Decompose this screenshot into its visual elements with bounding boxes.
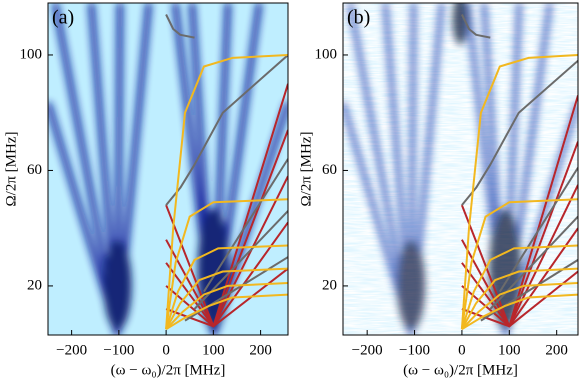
heatmap-blob [397,240,426,331]
x-tick-label: −200 [56,342,87,358]
heatmap-blob [452,3,469,45]
plot-frame [47,2,289,336]
series-line [165,54,288,206]
series-line [461,267,578,330]
series-line [165,267,288,330]
heatmap-stripes [343,3,578,335]
y-tick-label: 20 [27,277,42,293]
series-line [498,167,578,293]
panel-label: (a) [52,7,74,29]
series-line [460,54,578,330]
heatmap-blob [103,240,132,331]
series-line [461,282,578,330]
x-tick-label: 0 [162,342,170,358]
y-tick-label: 60 [322,162,337,178]
heatmap-blob [489,208,522,329]
series-line [165,282,288,330]
x-tick-label: 200 [249,342,272,358]
panel-label: (b) [347,7,370,29]
x-tick-label: −100 [399,342,430,358]
y-tick-label: 100 [20,46,43,62]
series-line [461,59,578,206]
x-axis-label: (ω − ω₀)/2π [MHz] [403,362,518,378]
series-line [460,244,578,330]
plot-area [48,3,288,335]
x-tick-label: 0 [458,342,466,358]
series-line [165,54,288,330]
plot-area [343,3,578,335]
y-axis-label: Ω/2π [MHz] [3,132,19,207]
x-tick-label: 100 [498,342,521,358]
series-line [165,14,195,39]
series-line [461,293,578,331]
y-tick-label: 100 [315,46,338,62]
y-tick-label: 20 [322,277,337,293]
series-line [165,293,288,331]
series-line [460,198,578,330]
series-line [203,158,288,293]
x-tick-label: 200 [545,342,568,358]
y-tick-label: 60 [27,162,42,178]
plot-frame [342,2,579,336]
series-line [165,198,288,330]
y-axis-label: Ω/2π [MHz] [298,132,314,207]
x-tick-label: 100 [202,342,225,358]
x-tick-label: −100 [103,342,134,358]
x-axis-label: (ω − ω₀)/2π [MHz] [111,362,226,378]
series-line [165,244,288,330]
series-line [461,14,491,39]
x-tick-label: −200 [352,342,383,358]
